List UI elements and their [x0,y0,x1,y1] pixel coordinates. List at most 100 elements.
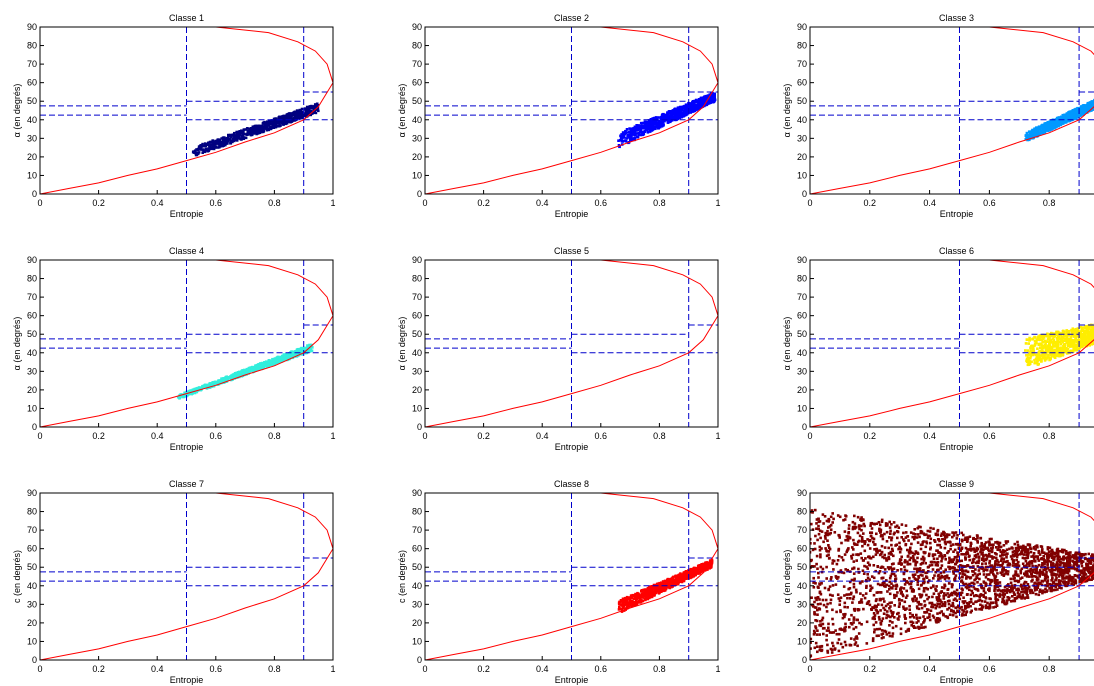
scatter-point [226,139,229,143]
scatter-point [1054,354,1058,357]
scatter-point [883,581,886,584]
scatter-point [229,135,233,139]
scatter-point [676,580,679,584]
y-axis-label: α (en degrés) [12,84,22,138]
scatter-point [692,102,696,105]
scatter-point [632,594,635,597]
scatter-point [284,357,288,361]
subplot-7: 0 0.2 0.4 0.6 0.8 10102030405060708090Classe … [12,479,336,685]
scatter-point [285,122,289,125]
scatter-point [635,599,638,602]
scatter-point [1001,593,1005,597]
scatter-point [1045,357,1048,361]
scatter-point [1028,130,1031,134]
scatter-point [1065,341,1069,344]
scatter-point [1052,335,1056,339]
scatter-point [646,597,650,601]
scatter-point [947,582,951,585]
scatter-point [232,139,236,143]
scatter-point [658,584,661,588]
scatter-point [1064,550,1068,553]
x-tick-label: 0.6 [983,431,996,441]
scatter-point [827,526,830,529]
x-tick-label: 0 [37,664,42,674]
scatter-point [644,124,647,128]
scatter-point [825,519,829,523]
scatter-point [221,138,225,141]
scatter-point [217,380,220,383]
scatter-point [1035,356,1038,359]
scatter-point [1087,331,1091,334]
scatter-point [267,359,270,363]
scatter-point [270,359,274,363]
scatter-point [276,359,280,363]
scatter-point [672,112,675,116]
scatter-point [261,364,264,368]
plot-content [40,493,333,660]
scatter-point [1054,344,1058,348]
scatter-point [1042,555,1045,558]
scatter-point [1085,344,1088,347]
scatter-point [692,568,695,571]
scatter-point [1037,358,1041,362]
scatter-point [648,128,651,131]
scatter-point [294,112,297,115]
scatter-point [645,595,649,599]
scatter-point [642,596,645,599]
scatter-point [872,564,876,567]
scatter-point [1082,104,1085,107]
scatter-point [642,126,645,130]
y-tick-label: 80 [412,274,422,284]
scatter-point [639,601,643,604]
scatter-point [270,119,274,122]
scatter-point [662,117,665,120]
scatter-point [1076,343,1080,346]
scatter-point [215,382,218,386]
scatter-point [1075,346,1078,350]
y-tick-label: 40 [412,348,422,358]
scatter-point [905,594,909,597]
scatter-point [980,544,984,548]
scatter-point [1056,124,1060,127]
scatter-point [636,135,639,139]
scatter-point [1067,579,1071,582]
scatter-point [1074,111,1077,114]
scatter-point [242,132,246,136]
scatter-point [621,606,625,610]
scatter-point [242,372,246,376]
feasible-boundary-curve [810,27,1094,194]
scatter-point [1090,332,1093,336]
scatter-point [688,104,691,107]
x-axis-label: Entropie [940,442,974,452]
scatter-point [685,572,689,575]
scatter-point [1051,337,1055,341]
scatter-point [307,109,310,113]
scatter-point [668,578,672,581]
scatter-point [257,368,261,371]
scatter-point [1090,102,1094,106]
scatter-series [617,91,717,149]
axes-frame [809,259,1094,428]
scatter-point [1050,355,1053,358]
scatter-point [1040,124,1043,128]
scatter-point [637,127,640,131]
feasible-boundary-curve [425,493,718,660]
scatter-point [1003,553,1006,556]
scatter-point [691,110,694,113]
scatter-point [1046,344,1049,348]
y-axis-label: c (en degrés) [397,550,407,603]
y-tick-label: 40 [412,115,422,125]
scatter-point [1055,118,1059,122]
scatter-point [675,115,678,119]
scatter-point [663,116,667,120]
scatter-point [674,575,677,578]
y-tick-label: 40 [797,115,807,125]
scatter-point [650,587,653,591]
scatter-point [316,104,320,107]
scatter-point [703,566,706,569]
scatter-point [207,147,211,151]
scatter-point [960,531,963,535]
scatter-point [640,592,643,596]
scatter-point [931,595,934,599]
scatter-point [659,589,662,593]
